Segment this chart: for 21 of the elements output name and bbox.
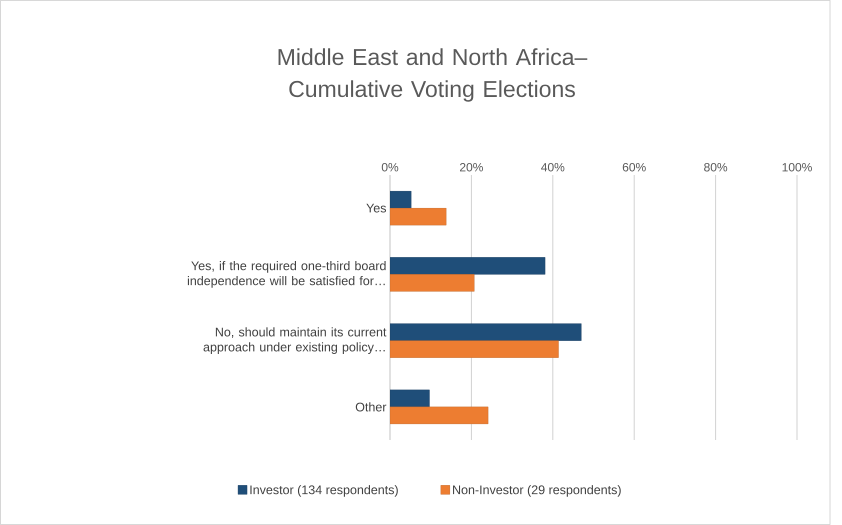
- bar: [390, 257, 546, 275]
- bar: [390, 274, 474, 292]
- x-tick-label: 40%: [541, 162, 564, 172]
- bar: [390, 390, 430, 408]
- bar: [390, 323, 582, 341]
- y-tick-label: Other: [356, 402, 386, 412]
- y-tick-label: Yes, if the required one-third board independence will be satisfied for…: [188, 261, 386, 288]
- chart-title: Middle East and North Africa– Cumulative Voting Elections: [278, 48, 588, 102]
- legend-label: Non-Investor (29 respondents): [453, 485, 621, 497]
- legend-label: Investor (134 respondents): [250, 485, 398, 497]
- bar: [390, 406, 488, 424]
- x-tick-label: 0%: [382, 162, 398, 172]
- x-tick-label: 100%: [782, 162, 812, 172]
- y-tick-label: No, should maintain its current approach under existing policy…: [204, 327, 386, 354]
- bar: [390, 340, 559, 358]
- bar: [390, 208, 446, 226]
- x-tick-label: 60%: [622, 162, 646, 172]
- x-tick-label: 80%: [704, 162, 728, 172]
- bar: [390, 190, 412, 208]
- y-tick-label: Yes: [366, 204, 386, 212]
- x-tick-label: 20%: [460, 162, 483, 172]
